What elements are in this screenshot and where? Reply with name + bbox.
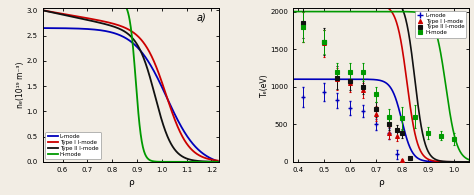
Legend: L-mode, Type I I-mode, Type II I-mode, H-mode: L-mode, Type I I-mode, Type II I-mode, H…: [415, 11, 466, 37]
X-axis label: ρ: ρ: [128, 178, 134, 187]
Legend: L-mode, Type I I-mode, Type II I-mode, H-mode: L-mode, Type I I-mode, Type II I-mode, H…: [46, 132, 101, 159]
Text: b): b): [449, 12, 459, 22]
Y-axis label: Tₑ(eV): Tₑ(eV): [260, 73, 269, 97]
X-axis label: ρ: ρ: [378, 178, 384, 187]
Y-axis label: nₑ(10¹⁹ m⁻³): nₑ(10¹⁹ m⁻³): [16, 62, 25, 108]
Text: a): a): [197, 12, 207, 22]
